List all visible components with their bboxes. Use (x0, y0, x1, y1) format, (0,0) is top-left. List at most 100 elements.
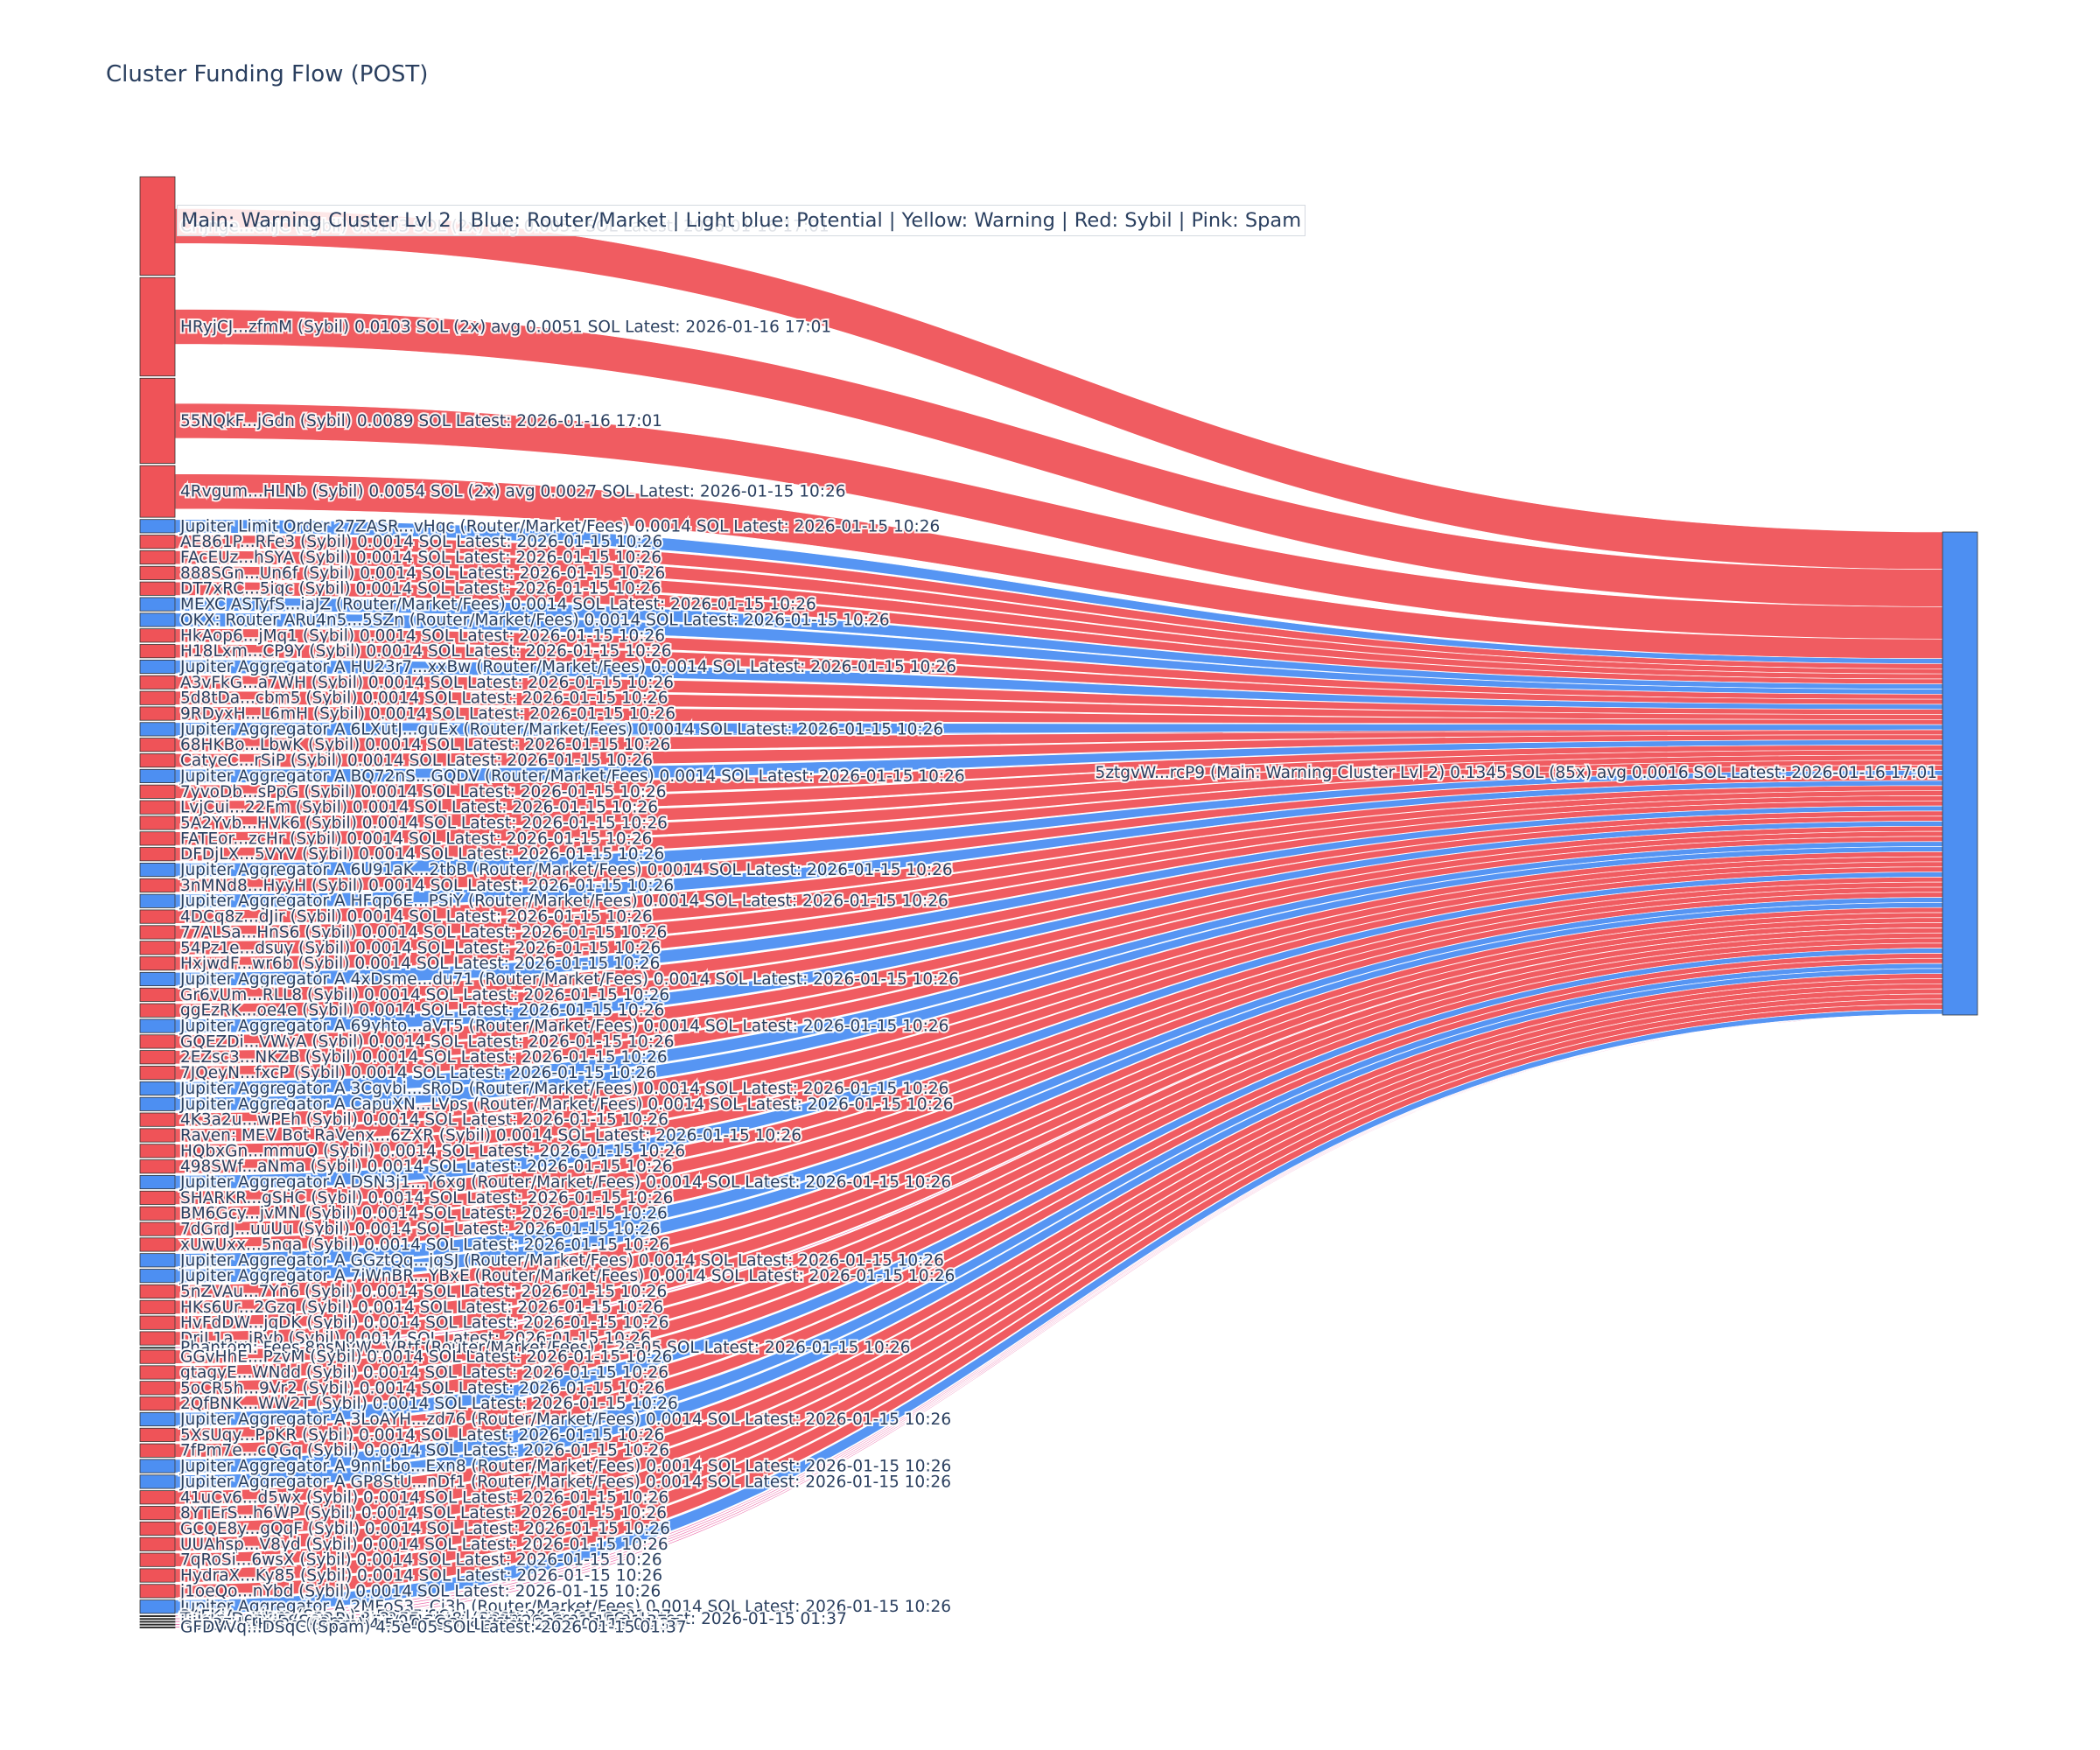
source-node-label: MEXC ASTyfS...iaJZ (Router/Market/Fees) … (180, 596, 816, 614)
source-node[interactable] (139, 1003, 176, 1018)
source-node[interactable] (139, 1521, 176, 1536)
source-node-label: 498SWf...aNma (Sybil) 0.0014 SOL Latest:… (180, 1158, 673, 1176)
source-node[interactable] (139, 1600, 176, 1614)
source-node[interactable] (139, 878, 176, 892)
source-node-label: gtagyE...WNdd (Sybil) 0.0014 SOL Latest:… (180, 1363, 668, 1382)
source-node[interactable] (139, 971, 176, 987)
source-node[interactable] (139, 1506, 176, 1521)
source-node[interactable] (139, 565, 176, 580)
source-node-label: Jupiter Aggregator A GGztQq...jgSJ (Rout… (179, 1251, 944, 1270)
source-node-label: Token Deployer on Pu 8L2y55...bt8j (Spam… (179, 1610, 847, 1628)
source-node[interactable] (139, 1018, 176, 1033)
source-node[interactable] (139, 1365, 176, 1380)
source-node[interactable] (139, 1174, 176, 1190)
source-node[interactable] (139, 1081, 176, 1096)
source-node-label: 4DCq8z...dJir (Sybil) 0.0014 SOL Latest:… (180, 908, 653, 927)
source-node[interactable] (139, 1159, 176, 1174)
source-node-label: 4K3a2u...wPEh (Sybil) 0.0014 SOL Latest:… (180, 1111, 668, 1130)
source-node[interactable] (139, 1427, 176, 1442)
source-node[interactable] (139, 659, 176, 675)
source-node[interactable] (139, 675, 176, 690)
source-node[interactable] (139, 1253, 176, 1268)
source-node[interactable] (139, 1615, 176, 1618)
source-node[interactable] (139, 1490, 176, 1505)
source-node[interactable] (139, 1396, 176, 1411)
source-node[interactable] (139, 1050, 176, 1065)
source-node[interactable] (139, 925, 176, 940)
source-node[interactable] (139, 377, 176, 464)
source-node[interactable] (139, 1568, 176, 1583)
source-node[interactable] (139, 644, 176, 659)
source-node[interactable] (139, 816, 176, 830)
target-node[interactable] (1942, 531, 1978, 1016)
source-node[interactable] (139, 1112, 176, 1127)
source-node[interactable] (139, 831, 176, 846)
source-node-label: 5d8tDa...cbm5 (Sybil) 0.0014 SOL Latest:… (180, 690, 668, 708)
source-node[interactable] (139, 909, 176, 924)
source-node[interactable] (139, 1459, 176, 1474)
source-node[interactable] (139, 784, 176, 799)
source-node[interactable] (139, 519, 176, 534)
source-node[interactable] (139, 753, 176, 768)
source-node-label: HydraX...Ky85 (Sybil) 0.0014 SOL Latest:… (180, 1567, 662, 1586)
source-node[interactable] (139, 1144, 176, 1158)
source-node[interactable] (139, 550, 176, 565)
source-node[interactable] (139, 1222, 176, 1236)
source-node[interactable] (139, 722, 176, 737)
source-node-label: Jupiter Aggregator A 9nnLbo...Exn8 (Rout… (179, 1458, 951, 1476)
source-node[interactable] (139, 1381, 176, 1396)
source-node[interactable] (139, 1443, 176, 1458)
source-node[interactable] (139, 581, 176, 596)
source-node[interactable] (139, 768, 176, 783)
source-node[interactable] (139, 597, 176, 612)
source-node[interactable] (139, 1536, 176, 1551)
source-node[interactable] (139, 1331, 176, 1346)
source-node[interactable] (139, 941, 176, 956)
source-node-label: Jupiter Aggregator A 3LoAYH...zd76 (Rout… (179, 1410, 951, 1429)
source-node[interactable] (139, 987, 176, 1002)
source-node[interactable] (139, 176, 176, 276)
source-node[interactable] (139, 1474, 176, 1489)
source-node[interactable] (139, 1237, 176, 1252)
source-node-label: Jupiter Aggregator A DSN3j1...Y6xg (Rout… (179, 1173, 951, 1192)
source-node[interactable] (139, 1269, 176, 1284)
source-node[interactable] (139, 738, 176, 752)
source-node[interactable] (139, 1206, 176, 1221)
source-node[interactable] (139, 465, 176, 518)
source-node-label: Jupiter Limit Order 27ZASR...vHqc (Route… (179, 517, 940, 536)
source-node[interactable] (139, 1128, 176, 1143)
source-node[interactable] (139, 1584, 176, 1599)
source-node[interactable] (139, 1552, 176, 1567)
source-node[interactable] (139, 535, 176, 550)
source-node-label: 4Rvgum...HLNb (Sybil) 0.0054 SOL (2x) av… (180, 483, 846, 501)
source-node[interactable] (139, 1620, 176, 1623)
source-node[interactable] (139, 1411, 176, 1427)
source-node-label: 7JQeyN...fxcP (Sybil) 0.0014 SOL Latest:… (180, 1064, 656, 1082)
source-node[interactable] (139, 1190, 176, 1205)
source-node[interactable] (139, 1034, 176, 1049)
source-node[interactable] (139, 956, 176, 971)
source-node[interactable] (139, 690, 176, 705)
source-node[interactable] (139, 1626, 176, 1628)
source-node[interactable] (139, 1066, 176, 1081)
source-node[interactable] (139, 628, 176, 643)
source-node[interactable] (139, 1299, 176, 1314)
source-node[interactable] (139, 612, 176, 627)
source-node[interactable] (139, 862, 176, 878)
source-node-label: H18Lxm...CP9Y (Sybil) 0.0014 SOL Latest:… (180, 642, 672, 661)
source-node-label: Jupiter Aggregator A 4xDsme...du71 (Rout… (179, 970, 959, 989)
source-node[interactable] (139, 1618, 176, 1620)
source-node[interactable] (139, 276, 176, 377)
source-node-label: Jupiter Aggregator A HU23r7...xxBw (Rout… (179, 658, 956, 676)
source-node[interactable] (139, 1349, 176, 1364)
source-node[interactable] (139, 1315, 176, 1330)
source-node[interactable] (139, 1284, 176, 1299)
source-node[interactable] (139, 706, 176, 721)
source-node[interactable] (139, 893, 176, 908)
source-node[interactable] (139, 847, 176, 862)
source-node[interactable] (139, 1096, 176, 1111)
source-node-label: 68HKBo...LbwK (Sybil) 0.0014 SOL Latest:… (180, 736, 670, 754)
source-node[interactable] (139, 1623, 176, 1626)
source-node[interactable] (139, 800, 176, 815)
